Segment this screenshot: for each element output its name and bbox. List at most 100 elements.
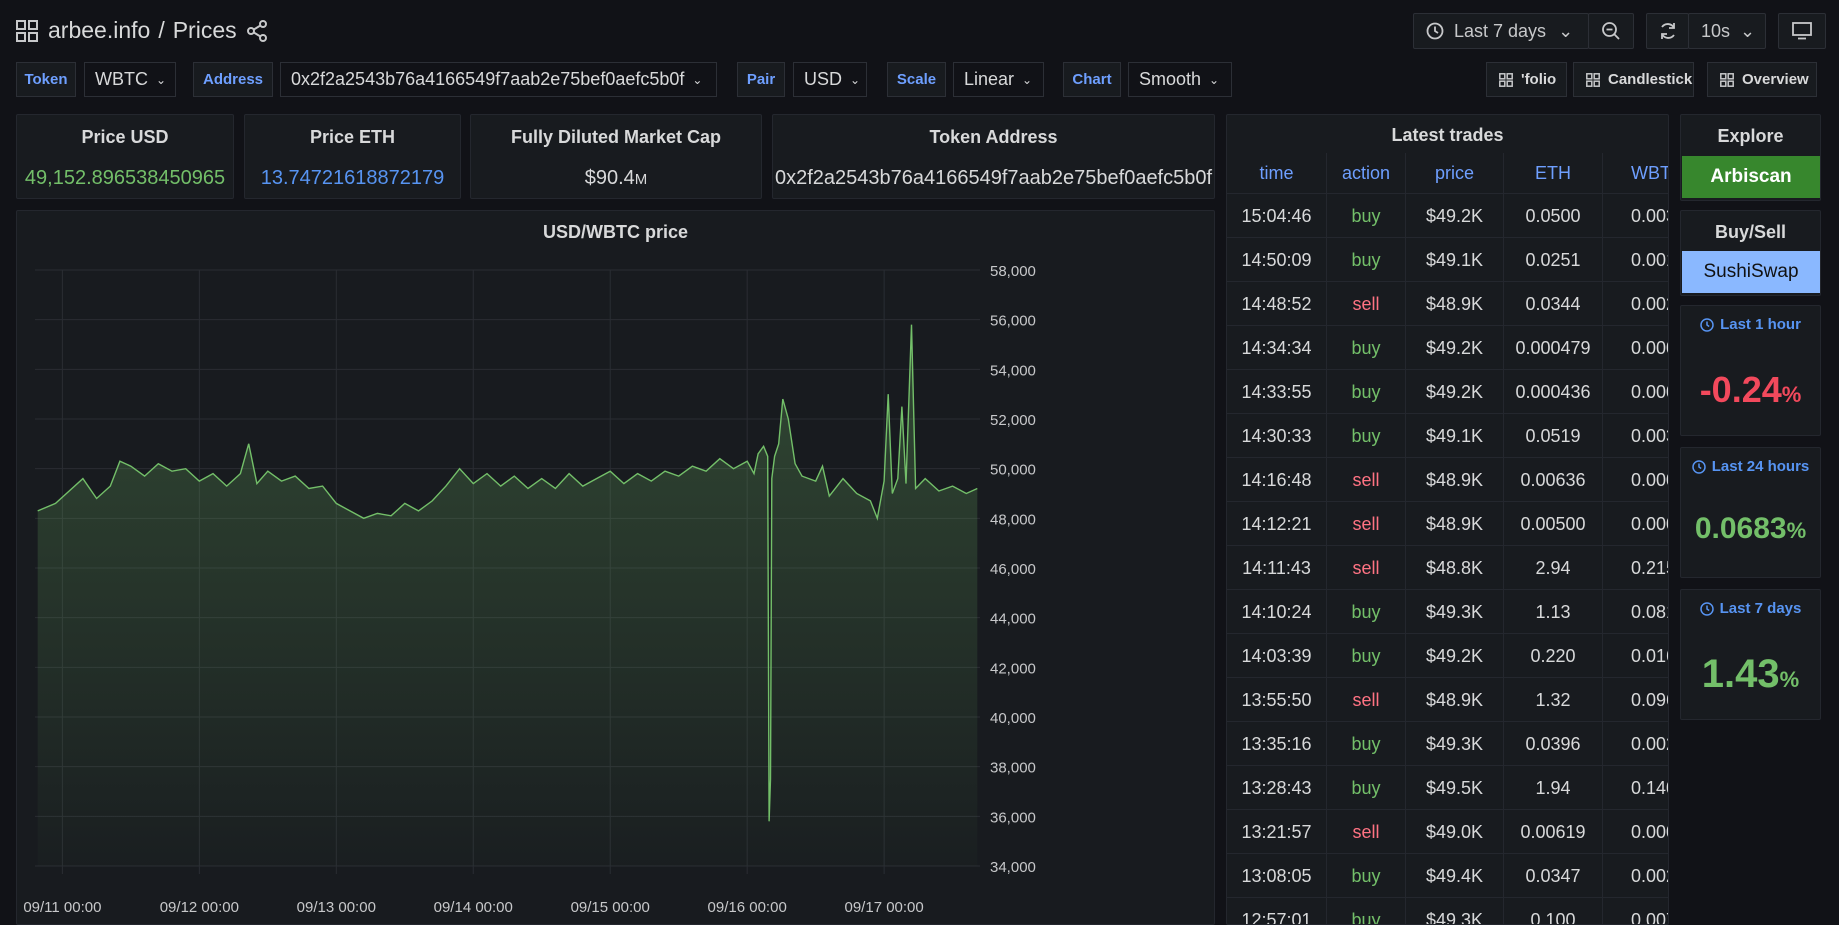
col-header-price[interactable]: price bbox=[1406, 153, 1504, 193]
chevron-down-icon: ⌄ bbox=[1740, 20, 1756, 41]
refresh-icon bbox=[1660, 23, 1675, 39]
trade-action: buy bbox=[1327, 634, 1406, 678]
y-tick-label: 50,000 bbox=[990, 462, 1036, 479]
trade-action: sell bbox=[1327, 810, 1406, 854]
breadcrumb: arbee.info / Prices bbox=[48, 17, 237, 44]
chevron-down-icon: ⌄ bbox=[1558, 20, 1574, 41]
market-cap-number: $90.4 bbox=[584, 167, 635, 189]
page-title[interactable]: Prices bbox=[172, 17, 237, 43]
col-header-eth[interactable]: ETH bbox=[1504, 153, 1603, 193]
time-range-picker[interactable]: Last 7 days ⌄ bbox=[1413, 13, 1589, 49]
link-overview-label: Overview bbox=[1742, 71, 1809, 88]
x-tick-label: 09/15 00:00 bbox=[571, 899, 650, 916]
sushiswap-button[interactable]: SushiSwap bbox=[1682, 251, 1820, 293]
refresh-button[interactable] bbox=[1646, 13, 1689, 49]
change-title-label: Last 24 hours bbox=[1711, 458, 1810, 475]
breadcrumb-site[interactable]: arbee.info bbox=[48, 17, 151, 43]
x-tick-label: 09/11 00:00 bbox=[23, 899, 101, 916]
trade-price: $48.9K bbox=[1406, 502, 1504, 546]
trade-action: buy bbox=[1327, 370, 1406, 414]
var-label-chart: Chart bbox=[1063, 62, 1121, 97]
trade-time: 14:33:55 bbox=[1227, 370, 1327, 414]
y-tick-label: 40,000 bbox=[990, 710, 1036, 727]
token-select-value: WBTC bbox=[95, 69, 148, 89]
clock-icon bbox=[1699, 601, 1714, 616]
chart-select-value: Smooth bbox=[1139, 69, 1202, 89]
panel-title: Explore bbox=[1717, 126, 1784, 146]
trade-time: 14:48:52 bbox=[1227, 282, 1327, 326]
price-chart[interactable]: 58,000 56,000 54,000 52,000 50,000 48,000 46,0… bbox=[17, 211, 1215, 925]
tv-mode-button[interactable] bbox=[1778, 13, 1826, 49]
col-header-wbtc[interactable]: WBTC bbox=[1603, 153, 1668, 193]
trade-time: 14:16:48 bbox=[1227, 458, 1327, 502]
variables-bar: Token WBTC ⌄ Address 0x2f2a2543b76a416654… bbox=[0, 62, 1839, 102]
chevron-down-icon: ⌄ bbox=[156, 72, 167, 87]
trade-time: 14:03:39 bbox=[1227, 634, 1327, 678]
scale-select[interactable]: Linear ⌄ bbox=[953, 62, 1044, 97]
col-header-action[interactable]: action bbox=[1327, 153, 1406, 193]
x-tick-label: 09/17 00:00 bbox=[845, 899, 924, 916]
trade-time: 13:21:57 bbox=[1227, 810, 1327, 854]
trade-price: $49.0K bbox=[1406, 810, 1504, 854]
arbiscan-button[interactable]: Arbiscan bbox=[1682, 156, 1820, 198]
trade-time: 13:35:16 bbox=[1227, 722, 1327, 766]
trade-eth: 1.94 bbox=[1504, 766, 1603, 810]
trade-wbtc: 0.096 bbox=[1603, 678, 1668, 722]
trade-wbtc: 0.0025 bbox=[1603, 282, 1668, 326]
trade-wbtc: 0.0025 bbox=[1603, 854, 1668, 898]
link-overview[interactable]: Overview bbox=[1707, 62, 1817, 97]
var-label-token: Token bbox=[16, 62, 76, 97]
refresh-interval-picker[interactable]: 10s ⌄ bbox=[1688, 13, 1766, 49]
var-label-address: Address bbox=[193, 62, 273, 97]
trade-action: sell bbox=[1327, 546, 1406, 590]
trade-eth: 0.0251 bbox=[1504, 238, 1603, 282]
trade-wbtc: 0.0028 bbox=[1603, 722, 1668, 766]
x-tick-label: 09/12 00:00 bbox=[160, 899, 239, 916]
share-icon[interactable] bbox=[246, 20, 268, 42]
trade-price: $49.3K bbox=[1406, 590, 1504, 634]
market-cap-value: $90.4M bbox=[471, 167, 761, 190]
zoom-out-button[interactable] bbox=[1588, 13, 1634, 49]
chevron-down-icon: ⌄ bbox=[1022, 72, 1033, 87]
var-label-scale: Scale bbox=[887, 62, 946, 97]
y-tick-label: 46,000 bbox=[990, 561, 1036, 578]
trade-wbtc: 0.00003 bbox=[1603, 370, 1668, 414]
dashboard-link-icon bbox=[1586, 72, 1600, 87]
chart-select[interactable]: Smooth ⌄ bbox=[1128, 62, 1232, 97]
address-select[interactable]: 0x2f2a2543b76a4166549f7aab2e75bef0aefc5b… bbox=[280, 62, 717, 97]
change-number: -0.24 bbox=[1699, 369, 1782, 410]
trade-action: buy bbox=[1327, 766, 1406, 810]
trade-wbtc: 0.0037 bbox=[1603, 414, 1668, 458]
link-candlestick[interactable]: Candlestick bbox=[1573, 62, 1694, 97]
link-folio[interactable]: 'folio bbox=[1486, 62, 1567, 97]
var-label-pair: Pair bbox=[737, 62, 785, 97]
token-select[interactable]: WBTC ⌄ bbox=[84, 62, 176, 97]
market-cap-panel: Fully Diluted Market Cap $90.4M bbox=[470, 114, 762, 199]
change-24h-panel: Last 24 hours 0.0683% bbox=[1680, 447, 1821, 578]
trade-wbtc: 0.0004 bbox=[1603, 458, 1668, 502]
change-1h-panel: Last 1 hour -0.24% bbox=[1680, 305, 1821, 436]
clock-icon bbox=[1426, 22, 1444, 40]
price-series-line[interactable] bbox=[37, 324, 978, 822]
dashboard-link-icon bbox=[1499, 72, 1513, 87]
trade-eth: 2.94 bbox=[1504, 546, 1603, 590]
token-address-panel: Token Address 0x2f2a2543b76a4166549f7aab… bbox=[772, 114, 1215, 199]
col-header-time[interactable]: time bbox=[1227, 153, 1327, 193]
pair-select[interactable]: USD ⌄ bbox=[793, 62, 867, 97]
dashboard-grid-icon[interactable] bbox=[16, 20, 38, 42]
panel-title: Buy/Sell bbox=[1714, 222, 1787, 242]
change-unit: % bbox=[1781, 382, 1802, 407]
token-address-value: 0x2f2a2543b76a4166549f7aab2e75bef0aefc5b… bbox=[774, 167, 1213, 189]
